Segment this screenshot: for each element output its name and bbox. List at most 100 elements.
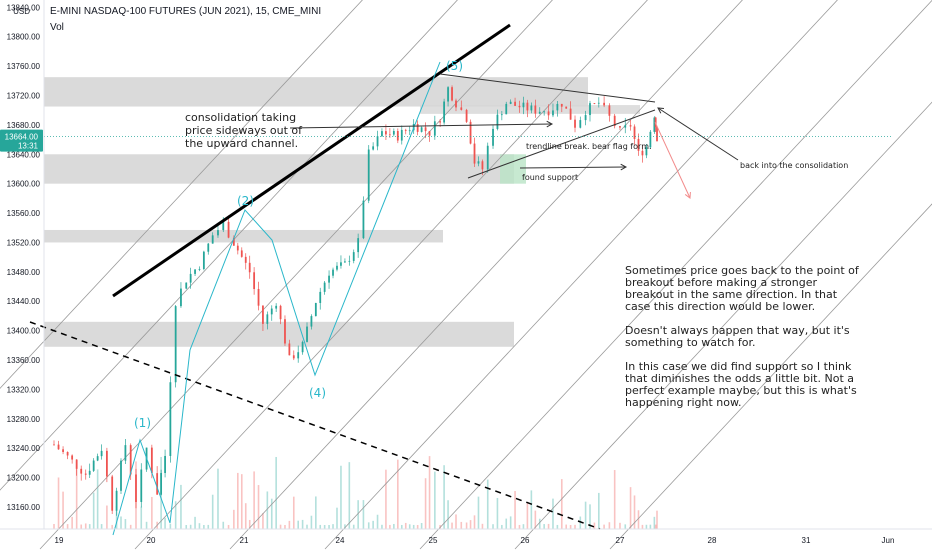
candle xyxy=(202,251,205,269)
candle xyxy=(633,126,636,139)
volume-bar xyxy=(194,516,196,529)
volume-bar xyxy=(649,524,652,529)
volume-bar xyxy=(164,517,166,529)
candle xyxy=(328,275,330,283)
price-tick: 13800.00 xyxy=(7,33,41,42)
volume-bar xyxy=(233,509,235,529)
volume-bar xyxy=(340,465,342,529)
candle xyxy=(279,305,282,320)
volume-bar xyxy=(629,487,632,529)
volume-bar xyxy=(424,478,427,529)
volume-bar xyxy=(279,524,282,529)
channel-line xyxy=(39,0,553,550)
arrow-projection xyxy=(654,121,691,199)
candle xyxy=(376,136,379,147)
candle xyxy=(424,127,427,132)
candle xyxy=(62,449,64,452)
candle xyxy=(496,114,499,129)
volume-bar xyxy=(653,516,656,529)
volume-bar xyxy=(211,494,214,529)
candle xyxy=(266,314,269,324)
candle xyxy=(451,87,453,101)
volume-bar xyxy=(408,524,411,529)
volume-bar xyxy=(645,524,648,529)
volume-bar xyxy=(348,462,351,529)
candle xyxy=(428,131,431,136)
candle xyxy=(518,105,521,108)
candle xyxy=(367,149,370,201)
candle xyxy=(613,115,616,127)
candle xyxy=(189,273,192,283)
volume-bar xyxy=(552,498,554,529)
volume-bar xyxy=(522,524,525,529)
volume-bar xyxy=(589,504,591,529)
candle xyxy=(344,261,346,263)
note-back-into-consolidation: back into the consolidation xyxy=(740,161,849,170)
wave-label: (5) xyxy=(446,59,463,73)
volume-bar xyxy=(584,501,587,529)
candle xyxy=(593,103,596,104)
candle xyxy=(257,289,260,306)
candle xyxy=(80,468,83,474)
candle xyxy=(608,105,611,116)
volume-bar xyxy=(352,524,355,529)
candle xyxy=(92,460,95,471)
volume-bar xyxy=(362,500,365,529)
candle xyxy=(381,131,383,137)
volume-bar xyxy=(598,492,600,529)
candle xyxy=(388,134,391,136)
price-tick: 13280.00 xyxy=(7,415,41,424)
volume-bar xyxy=(505,518,508,529)
volume-bar xyxy=(443,465,445,529)
arrow-back-head xyxy=(657,107,665,114)
candle xyxy=(589,103,591,116)
volume-bar xyxy=(543,524,545,529)
volume-bar xyxy=(400,524,403,529)
candle xyxy=(509,101,512,104)
volume-bar xyxy=(481,523,484,529)
volume-bar xyxy=(428,456,431,529)
volume-bar xyxy=(240,474,243,529)
candle xyxy=(75,459,78,469)
candle xyxy=(96,456,99,461)
note-consolidation: consolidation taking price sideways out … xyxy=(185,111,302,150)
volume-bar xyxy=(603,524,605,529)
volume-bar xyxy=(393,523,395,529)
volume-bar xyxy=(530,490,533,529)
candles xyxy=(53,85,658,516)
price-tick: 13440.00 xyxy=(7,297,41,306)
volume-bar xyxy=(574,524,576,529)
candle xyxy=(124,445,127,461)
volume-bar xyxy=(357,500,359,529)
candle xyxy=(323,282,326,292)
bold-trendline xyxy=(112,23,511,298)
arrow-consolidation xyxy=(289,123,553,129)
candle xyxy=(284,319,286,344)
volume-bar xyxy=(71,516,73,529)
candle xyxy=(140,469,143,502)
price-tick: 13400.00 xyxy=(7,327,41,336)
candle xyxy=(372,146,375,150)
volume-bar xyxy=(538,518,541,529)
volume-bar xyxy=(469,520,472,529)
candle xyxy=(240,250,243,257)
volume-bar xyxy=(284,524,286,529)
volume-bar xyxy=(310,515,313,529)
volume-bar xyxy=(501,524,503,529)
date-tick: 28 xyxy=(708,536,717,545)
volume-bar xyxy=(189,524,192,529)
price-tick: 13240.00 xyxy=(7,444,41,453)
candle xyxy=(301,341,304,353)
candle xyxy=(447,87,449,102)
volume-bar xyxy=(145,521,148,529)
volume-bar xyxy=(270,498,273,529)
candle xyxy=(514,101,516,106)
channel-line xyxy=(229,0,743,550)
candle xyxy=(66,451,69,456)
candle xyxy=(569,108,572,120)
volume-bar xyxy=(385,469,387,529)
volume-bar xyxy=(198,523,201,529)
wave-label: (4) xyxy=(309,386,326,400)
candle xyxy=(404,129,407,131)
